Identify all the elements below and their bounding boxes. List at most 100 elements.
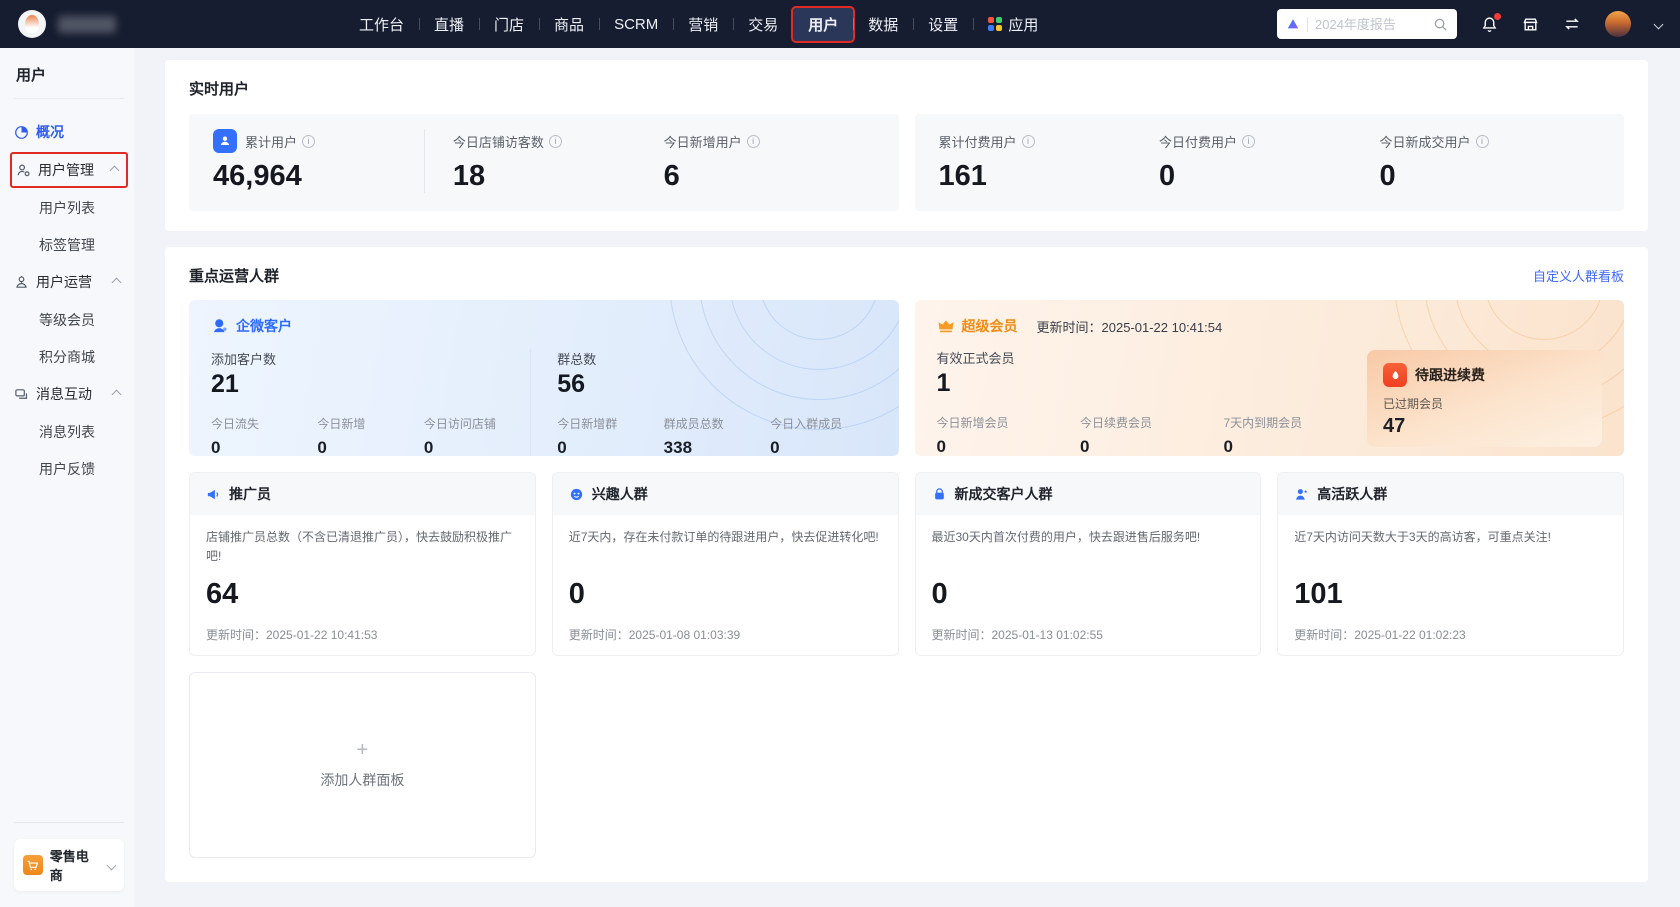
nav-item-apps[interactable]: 应用 [973,8,1053,41]
sidebar-item-tag-management[interactable]: 标签管理 [39,236,95,253]
segment-card-value: 0 [568,578,585,610]
sub-stat-label: 7天内到期会员 [1223,416,1303,430]
nav-item-settings[interactable]: 设置 [913,8,973,41]
realtime-users-title: 实时用户 [189,81,250,98]
segment-card-promoter[interactable]: 推广员 店铺推广员总数（不含已清退推广员），快去鼓励积极推广吧! 64 更新时间… [189,472,536,656]
main-nav: 工作台 直播 门店 商品 SCRM 营销 交易 用户 数据 设置 应用 [344,5,1053,43]
segment-card-high-active[interactable]: 高活跃人群 近7天内访问天数大于3天的高访客，可重点关注! 101 更新时间：2… [1277,472,1624,656]
navbar-right [1277,9,1664,39]
global-search[interactable] [1277,9,1457,39]
sidebar-item-message-list[interactable]: 消息列表 [39,423,95,440]
top-navbar: 工作台 直播 门店 商品 SCRM 营销 交易 用户 数据 设置 应用 [0,0,1680,48]
wecom-card-title: 企微客户 [236,318,292,334]
sub-stat-value: 0 [770,438,780,456]
sub-stat: 今日续费会员 0 [1080,414,1224,456]
megaphone-icon [206,487,221,502]
segment-card-desc: 近7天内访问天数大于3天的高访客，可重点关注! [1294,530,1551,544]
wecom-customers-card[interactable]: 企微客户 添加客户数 21 今日流失 0 [189,300,899,456]
stat-today-paid-users: 今日付费用户 0 [1159,129,1380,193]
nav-item-store[interactable]: 门店 [479,8,539,41]
wecom-right-column: 群总数 56 今日新增群 0 群成员总数 338 [530,349,876,456]
member-updated-time: 更新时间：2025-01-22 10:41:54 [1036,319,1223,335]
interest-face-icon [569,487,584,502]
sidebar-bottom-divider [14,822,124,823]
add-segment-panel-button[interactable]: 添加人群面板 [189,672,536,858]
nav-item-marketing[interactable]: 营销 [673,8,733,41]
sub-stat-value: 0 [317,438,327,456]
info-icon[interactable] [548,134,562,148]
sidebar-item-message-interaction[interactable]: 消息互动 [14,375,124,413]
search-icon[interactable] [1433,17,1448,32]
renewal-followup-card[interactable]: 待跟进续费 已过期会员 47 [1367,350,1602,447]
stat-value: 161 [938,160,987,192]
stat-value: 56 [557,370,586,398]
stat-label: 累计用户 [245,134,298,150]
info-icon[interactable] [1242,134,1256,148]
store-switcher[interactable]: 零售电商 [14,839,124,891]
shop-icon[interactable] [1522,16,1539,33]
search-input[interactable] [1315,16,1426,32]
nav-item-data[interactable]: 数据 [853,8,913,41]
sidebar-item-points-mall[interactable]: 积分商城 [39,348,95,365]
flame-drop-icon [1383,363,1407,387]
super-member-card[interactable]: 超级会员 更新时间：2025-01-22 10:41:54 有效正式会员 1 今… [914,300,1624,456]
sub-stat: 群成员总数 338 [664,415,770,456]
app-logo[interactable] [18,10,46,38]
segment-card-new-customers[interactable]: 新成交客户人群 最近30天内首次付费的用户，快去跟进售后服务吧! 0 更新时间：… [914,472,1262,656]
sub-stat-value: 0 [936,437,946,456]
sub-stat-label: 今日新增 [317,417,366,431]
sidebar-item-user-list[interactable]: 用户列表 [39,199,95,216]
chevron-up-icon[interactable] [109,165,120,175]
stat-value: 0 [1159,160,1176,192]
chevron-up-icon[interactable] [111,277,122,287]
bag-icon [932,487,947,502]
wecom-customer-icon [211,317,229,335]
sidebar-item-level-member[interactable]: 等级会员 [39,311,95,328]
sidebar-item-user-feedback[interactable]: 用户反馈 [39,460,95,477]
stat-value: 21 [211,370,239,398]
switch-account-icon[interactable] [1563,15,1581,33]
info-icon[interactable] [302,134,316,148]
avatar [1605,11,1631,37]
info-icon[interactable] [1021,134,1035,148]
nav-item-apps-label: 应用 [1008,16,1039,34]
sidebar-item-user-operation[interactable]: 用户运营 [14,263,124,301]
sidebar-item-overview[interactable]: 概况 [14,113,124,151]
segment-card-value: 64 [206,578,239,610]
custom-segment-board-link[interactable]: 自定义人群看板 [1532,269,1624,284]
main-content: 实时用户 累计用户 46,964 [134,48,1680,907]
sidebar-item-user-management-label: 用户管理 [38,162,94,178]
sub-stat: 今日流失 0 [211,415,317,456]
sidebar-item-user-operation-label: 用户运营 [36,274,92,290]
notifications-bell-icon[interactable] [1481,12,1501,33]
sub-stat: 7天内到期会员 0 [1224,414,1368,456]
user-avatar[interactable] [1605,11,1631,37]
chevron-up-icon[interactable] [111,389,122,399]
nav-item-users[interactable]: 用户 [791,5,856,43]
add-segment-panel-label: 添加人群面板 [320,772,405,788]
apps-grid-icon [988,17,1003,31]
segment-card-interest[interactable]: 兴趣人群 近7天内，存在未付款订单的待跟进用户，快去促进转化吧! 0 更新时间：… [551,472,899,656]
sidebar-item-user-management[interactable]: 用户管理 [10,152,128,188]
crown-icon [937,317,955,335]
avatar-chevron-down-icon[interactable] [1653,19,1664,29]
assistant-triangle-icon [1286,17,1300,31]
stat-value: 46,964 [213,160,302,192]
sub-stat-value: 0 [423,438,434,456]
stat-value: 6 [663,160,680,192]
nav-item-workbench[interactable]: 工作台 [344,8,419,41]
segment-card-value: 101 [1294,578,1343,610]
segment-card-value: 0 [931,578,948,610]
info-icon[interactable] [746,134,760,148]
stat-label: 今日新成交用户 [1379,134,1471,150]
info-icon[interactable] [1475,134,1489,148]
nav-item-trade[interactable]: 交易 [733,8,793,41]
stat-total-users: 累计用户 46,964 [213,129,424,193]
nav-item-scrm[interactable]: SCRM [599,10,673,39]
nav-item-goods[interactable]: 商品 [539,8,599,41]
member-card-title: 超级会员 [961,318,1018,334]
realtime-card-paid: 累计付费用户 161 今日付费用户 0 [914,114,1624,211]
nav-item-live[interactable]: 直播 [419,8,479,41]
stat-label: 累计付费用户 [938,134,1017,150]
